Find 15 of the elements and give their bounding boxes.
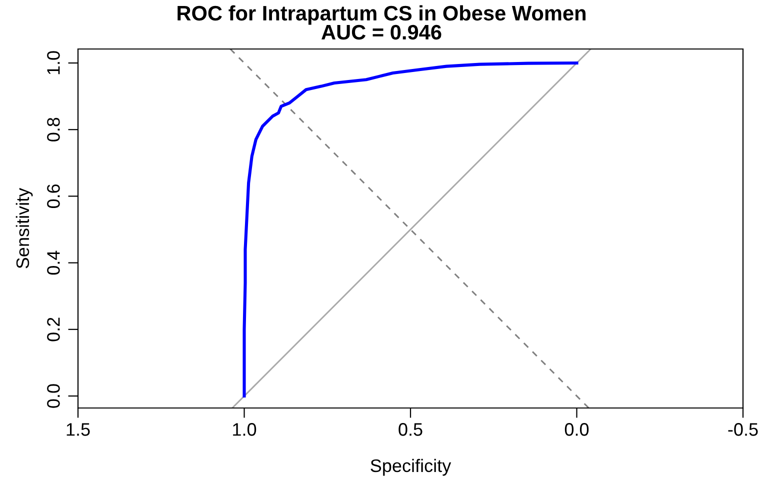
y-tick-label: 0.6 <box>47 184 60 208</box>
x-tick-label: 1.5 <box>66 423 90 436</box>
x-axis-title: Specificity <box>370 458 452 476</box>
x-tick-label: 1.0 <box>233 423 256 436</box>
y-tick-label: 0.2 <box>47 318 60 342</box>
y-tick-label: 0.8 <box>47 118 60 142</box>
chart-subtitle: AUC = 0.946 <box>322 24 442 40</box>
y-tick-label: 1.0 <box>47 51 60 74</box>
x-tick-label: 0.5 <box>398 423 422 436</box>
y-tick-label: 0.0 <box>47 384 60 408</box>
x-tick-label: -0.5 <box>728 423 758 436</box>
chart-title: ROC for Intrapartum CS in Obese Women <box>178 5 586 25</box>
x-tick-label: 0.0 <box>564 423 589 436</box>
y-axis-title: Sensitivity <box>16 188 33 268</box>
y-tick-label: 0.4 <box>47 250 60 275</box>
